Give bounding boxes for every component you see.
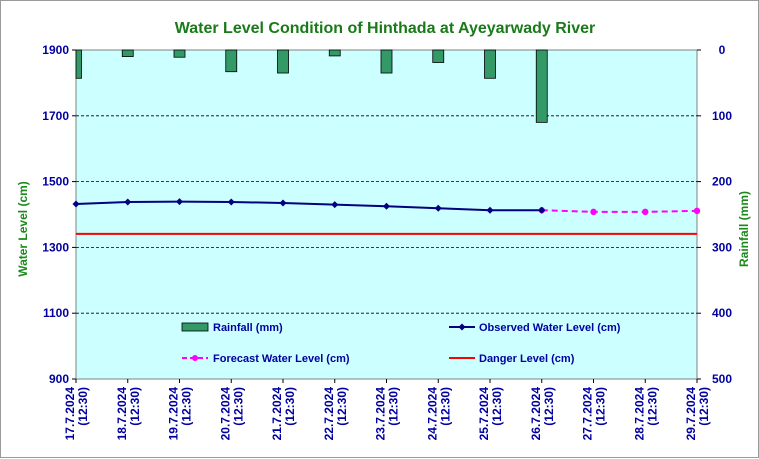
y-tick-label: 1100 bbox=[43, 306, 69, 320]
x-tick-label: 26.7.2024 (12:30) bbox=[529, 387, 556, 441]
x-tick-date: 29.7.2024 bbox=[684, 387, 698, 441]
legend-marker-observed bbox=[458, 323, 466, 331]
x-tick-date: 28.7.2024 bbox=[632, 387, 646, 441]
rainfall-bar bbox=[484, 49, 496, 79]
observed-point bbox=[538, 206, 546, 214]
legend-marker-forecast bbox=[192, 355, 198, 361]
y2-tick-label: 200 bbox=[712, 175, 732, 189]
y2-tick-label: 400 bbox=[712, 306, 732, 320]
x-tick-time: (12:30) bbox=[542, 387, 556, 426]
forecast-point bbox=[642, 208, 649, 216]
observed-water-level-line bbox=[75, 200, 542, 212]
legend-label-rainfall: Rainfall (mm) bbox=[213, 322, 283, 334]
y-tick-label: 1500 bbox=[42, 175, 69, 189]
rainfall-bar bbox=[277, 49, 289, 74]
observed-point bbox=[124, 198, 132, 206]
x-tick-label: 24.7.2024 (12:30) bbox=[425, 387, 452, 441]
y-axis-label: Water Level (cm) bbox=[16, 181, 30, 277]
x-tick-time: (12:30) bbox=[231, 387, 245, 426]
rainfall-bar bbox=[225, 49, 238, 73]
rainfall-bar bbox=[380, 49, 393, 74]
x-tick-date: 19.7.2024 bbox=[167, 387, 181, 441]
x-tick-label: 17.7.2024 (12:30) bbox=[63, 387, 90, 441]
x-tick-date: 24.7.2024 bbox=[425, 387, 439, 441]
x-tick-label: 28.7.2024 (12:30) bbox=[632, 387, 659, 441]
legend: Rainfall (mm) Observed Water Level (cm) Fo… bbox=[181, 322, 621, 365]
x-tick-date: 22.7.2024 bbox=[322, 387, 336, 441]
y-tick-label: 1900 bbox=[42, 43, 69, 57]
x-tick-date: 26.7.2024 bbox=[529, 387, 543, 441]
y2-tick-label: 100 bbox=[712, 109, 732, 123]
observed-point bbox=[331, 201, 339, 209]
observed-point bbox=[72, 200, 80, 208]
x-tick-time: (12:30) bbox=[76, 387, 90, 426]
water-level-lines bbox=[72, 198, 701, 235]
x-tick-date: 25.7.2024 bbox=[477, 387, 491, 441]
rainfall-bar bbox=[173, 49, 186, 58]
x-tick-label: 20.7.2024 (12:30) bbox=[218, 387, 245, 441]
x-tick-date: 27.7.2024 bbox=[581, 387, 595, 441]
x-tick-date: 20.7.2024 bbox=[218, 387, 232, 441]
x-tick-label: 18.7.2024 (12:30) bbox=[115, 387, 142, 441]
observed-point bbox=[227, 198, 235, 206]
x-tick-time: (12:30) bbox=[180, 387, 194, 426]
y2-tick-label: 300 bbox=[712, 240, 732, 254]
x-tick-date: 21.7.2024 bbox=[270, 387, 284, 441]
forecast-point bbox=[590, 208, 597, 216]
x-tick-time: (12:30) bbox=[490, 387, 504, 426]
observed-point bbox=[383, 202, 390, 210]
y-tick-label: 1300 bbox=[42, 240, 69, 254]
forecast-point bbox=[693, 207, 701, 215]
x-tick-date: 23.7.2024 bbox=[374, 387, 388, 441]
rainfall-bar bbox=[121, 49, 134, 57]
observed-point bbox=[486, 206, 494, 214]
axes: 900 1100 1300 1500 1700 1900 0 100 200 300 400 500 1… bbox=[42, 43, 732, 440]
x-tick-date: 17.7.2024 bbox=[63, 387, 77, 441]
chart-title: Water Level Condition of Hinthada at Aye… bbox=[175, 20, 596, 37]
observed-point bbox=[176, 198, 183, 206]
legend-label-danger: Danger Level (cm) bbox=[479, 353, 575, 365]
legend-label-forecast: Forecast Water Level (cm) bbox=[213, 353, 350, 365]
x-tick-time: (12:30) bbox=[645, 387, 659, 426]
y2-tick-label: 0 bbox=[719, 43, 726, 57]
rainfall-bar bbox=[75, 49, 82, 79]
x-tick-time: (12:30) bbox=[335, 387, 349, 426]
rainfall-bar bbox=[328, 49, 341, 57]
x-tick-time: (12:30) bbox=[697, 387, 711, 426]
legend-swatch-rainfall bbox=[181, 322, 209, 332]
x-tick-date: 18.7.2024 bbox=[115, 387, 129, 441]
x-tick-time: (12:30) bbox=[594, 387, 608, 426]
x-tick-label: 23.7.2024 (12:30) bbox=[374, 387, 401, 441]
rainfall-bars bbox=[75, 49, 548, 123]
x-tick-label: 29.7.2024 (12:30) bbox=[684, 387, 711, 441]
forecast-water-level-line bbox=[541, 209, 698, 213]
x-tick-label: 19.7.2024 (12:30) bbox=[167, 387, 194, 441]
x-tick-time: (12:30) bbox=[283, 387, 297, 426]
x-tick-label: 27.7.2024 (12:30) bbox=[581, 387, 608, 441]
y-tick-label: 900 bbox=[49, 372, 69, 386]
observed-point bbox=[434, 204, 442, 212]
y2-axis-label: Rainfall (mm) bbox=[737, 191, 751, 267]
y-tick-label: 1700 bbox=[42, 109, 69, 123]
x-tick-label: 22.7.2024 (12:30) bbox=[322, 387, 349, 441]
x-tick-label: 21.7.2024 (12:30) bbox=[270, 387, 297, 441]
legend-label-observed: Observed Water Level (cm) bbox=[479, 322, 621, 334]
gridlines bbox=[76, 115, 697, 314]
x-tick-label: 25.7.2024 (12:30) bbox=[477, 387, 504, 441]
rainfall-bar bbox=[535, 49, 548, 123]
y2-tick-label: 500 bbox=[712, 372, 732, 386]
x-tick-time: (12:30) bbox=[128, 387, 142, 426]
observed-point bbox=[279, 199, 287, 207]
x-tick-time: (12:30) bbox=[387, 387, 401, 426]
rainfall-bar bbox=[432, 49, 445, 63]
x-tick-time: (12:30) bbox=[438, 387, 452, 426]
